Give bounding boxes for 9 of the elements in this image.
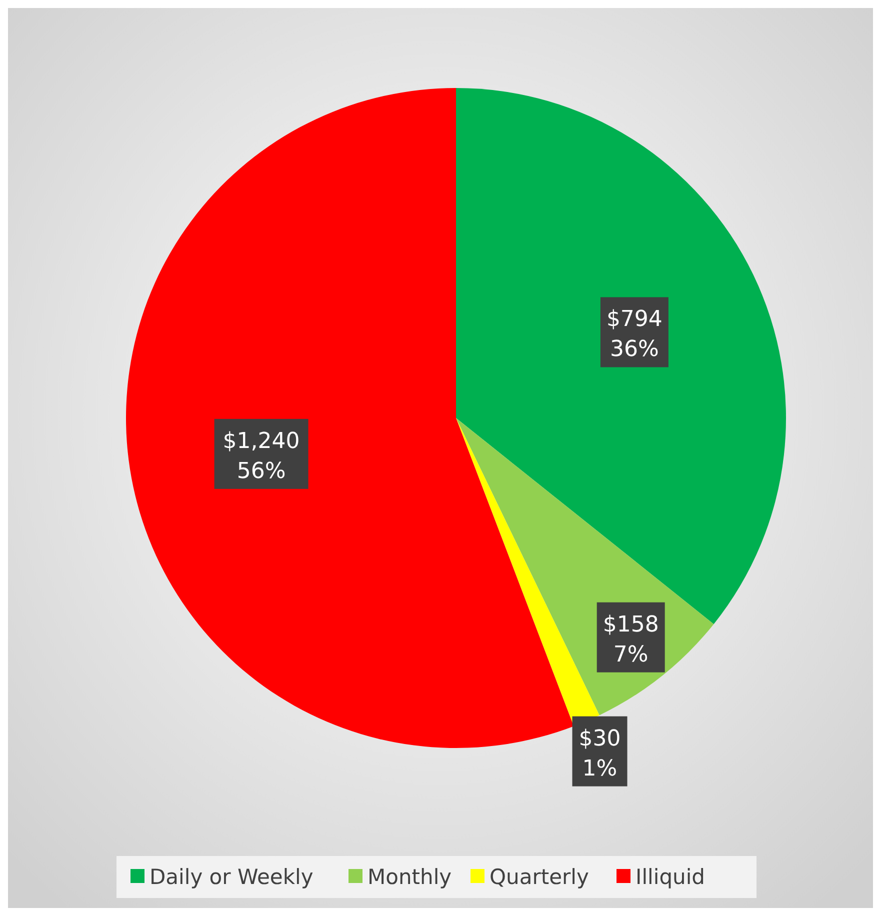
data-label: $30 1%: [578, 726, 621, 782]
data-label: $794 36%: [606, 307, 662, 362]
legend-label: Quarterly: [490, 865, 589, 889]
legend-label: Daily or Weekly: [150, 865, 314, 889]
legend-label: Illiquid: [636, 865, 706, 889]
pie-slice: [126, 88, 574, 748]
data-label: $1,240 56%: [222, 428, 300, 484]
legend-label: Monthly: [368, 865, 452, 889]
data-label: $158 7%: [602, 612, 659, 668]
